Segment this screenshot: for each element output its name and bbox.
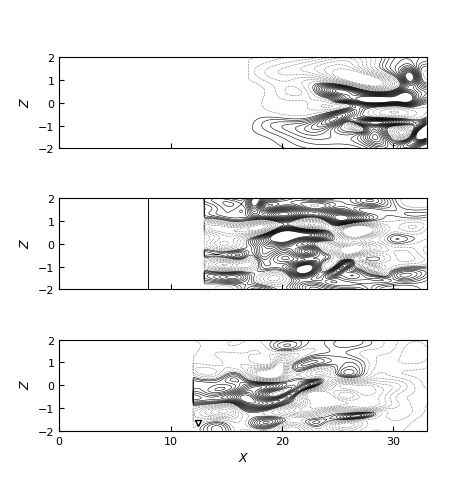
Y-axis label: Z: Z [19, 381, 32, 390]
Y-axis label: Z: Z [19, 240, 32, 249]
Y-axis label: Z: Z [19, 99, 32, 108]
X-axis label: X: X [238, 451, 247, 464]
